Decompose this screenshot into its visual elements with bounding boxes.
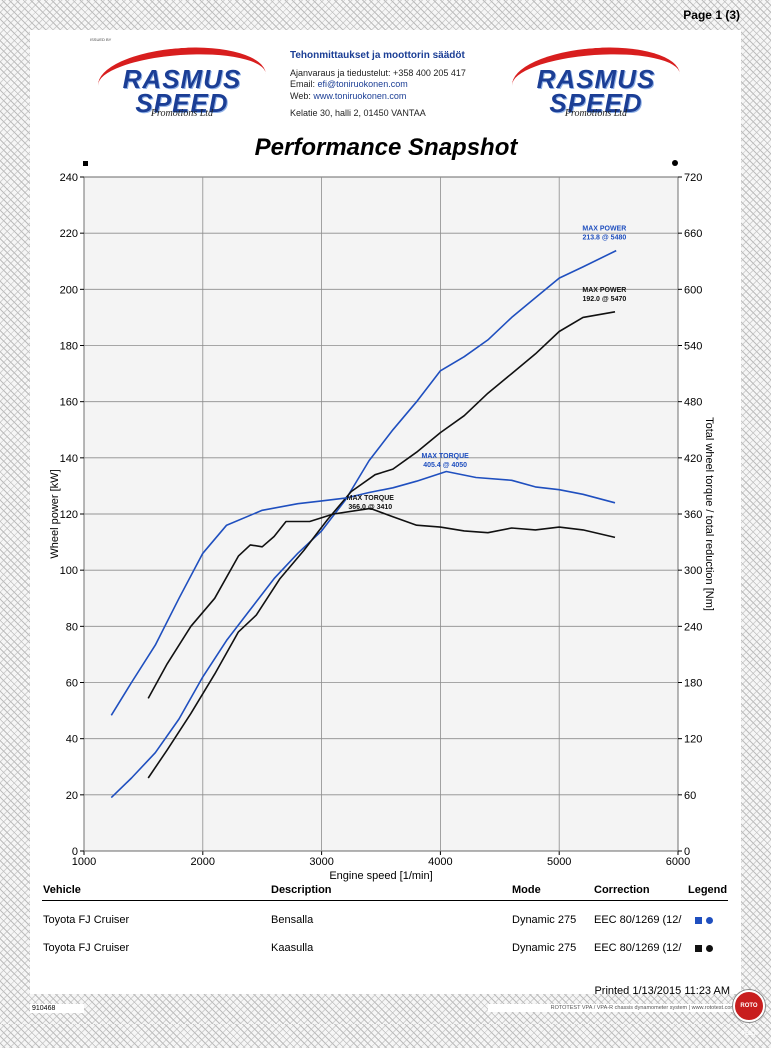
performance-chart: 1000 2000 3000 4000 5000 60000204060801001201… <box>49 160 715 882</box>
row2-legend-square-icon <box>695 945 702 952</box>
y2-axis-label: Total wheel torque / total reduction [Nm… <box>703 417 715 611</box>
contact-email-line: Email: efi@toniruokonen.com <box>290 79 500 91</box>
series-line-power-blue <box>110 249 617 799</box>
y-tick-label: 80 <box>66 621 78 633</box>
annotation-label: MAX TORQUE <box>421 453 469 460</box>
col-header-vehicle: Vehicle <box>43 884 81 896</box>
x-tick-label: 6000 <box>666 856 690 868</box>
series-line-power-black <box>147 311 616 779</box>
logo-word-1: RASMUS <box>122 64 242 94</box>
y-tick-label: 20 <box>66 790 78 802</box>
email-label: Email: <box>290 79 318 89</box>
y-tick-label: 220 <box>60 228 78 240</box>
contact-phone: Ajanvaraus ja tiedustelut: +358 400 205 … <box>290 67 466 78</box>
y2-tick-label: 660 <box>684 228 702 240</box>
logo-word-2: SPEED <box>135 88 229 118</box>
y2-tick-label: 420 <box>684 453 702 465</box>
series-lines <box>110 249 617 799</box>
row2-mode: Dynamic 275 <box>512 942 577 954</box>
web-link[interactable]: www.toniruokonen.com <box>313 90 407 101</box>
annotation-label: MAX POWER <box>582 287 626 294</box>
annotation-value: 192.0 @ 5470 <box>582 296 626 303</box>
x-tick-label: 5000 <box>547 856 571 868</box>
y-tick-label: 160 <box>60 397 78 409</box>
logo-word-3: Promotions Ltd <box>564 108 628 119</box>
y-tick-label: 240 <box>60 172 78 184</box>
report-id: 910468 <box>30 1004 84 1013</box>
rasmus-speed-logo-left: RASMUS SPEED Promotions Ltd <box>92 42 272 119</box>
annotations: MAX POWER 213.8 @ 5480 MAX POWER 192.0 @ 54… <box>347 225 627 511</box>
contact-web-line: Web: www.toniruokonen.com <box>290 91 500 103</box>
series-line-torque-blue <box>110 470 616 716</box>
y2-tick-label: 180 <box>684 678 702 690</box>
y-tick-label: 0 <box>72 846 78 858</box>
y2-tick-label: 720 <box>684 172 702 184</box>
right-axis-dot-marker <box>672 160 678 166</box>
logo-word-3: Promotions Ltd <box>150 108 214 119</box>
web-label: Web: <box>290 90 314 101</box>
dyno-system-credit: ROTOTEST VPA / VPA-R chassis dynamometer… <box>488 1004 737 1012</box>
y-tick-label: 60 <box>66 678 78 690</box>
row1-legend-circle-icon <box>706 917 713 924</box>
annotation-label: MAX TORQUE <box>347 495 395 502</box>
chart-title: Performance Snapshot <box>254 134 518 161</box>
y2-tick-label: 300 <box>684 565 702 577</box>
y-tick-label: 140 <box>60 453 78 465</box>
contact-block: Tehonmittaukset ja moottorin säädöt Ajan… <box>290 50 500 120</box>
left-axis-square-marker <box>83 161 88 166</box>
y2-tick-label: 60 <box>684 790 696 802</box>
y2-tick-label: 540 <box>684 341 702 353</box>
x-tick-label: 1000 <box>72 856 96 868</box>
row2-vehicle: Toyota FJ Cruiser <box>43 942 130 954</box>
annotation-value: 366.0 @ 3410 <box>348 504 392 511</box>
y-tick-label: 180 <box>60 341 78 353</box>
y2-tick-label: 240 <box>684 621 702 633</box>
y-tick-label: 200 <box>60 284 78 296</box>
row1-description: Bensalla <box>271 914 314 926</box>
col-header-description: Description <box>271 884 332 896</box>
email-link[interactable]: efi@toniruokonen.com <box>317 79 408 89</box>
grid <box>80 176 682 855</box>
x-tick-label: 3000 <box>309 856 333 868</box>
y-tick-label: 100 <box>60 565 78 577</box>
y2-tick-label: 360 <box>684 509 702 521</box>
table-divider <box>42 900 728 901</box>
rasmus-speed-logo-right: RASMUS SPEED Promotions Ltd <box>506 42 686 119</box>
y-tick-label: 40 <box>66 734 78 746</box>
x-tick-label: 2000 <box>191 856 215 868</box>
row1-mode: Dynamic 275 <box>512 914 577 926</box>
page-number: Page 1 (3) <box>683 8 740 22</box>
row2-correction: EEC 80/1269 (12/ <box>594 942 682 954</box>
rototest-badge-icon: ROTO TEST <box>733 990 765 1037</box>
col-header-mode: Mode <box>512 884 541 896</box>
row1-correction: EEC 80/1269 (12/ <box>594 914 682 926</box>
annotation-label: MAX POWER <box>582 225 626 232</box>
y2-tick-label: 480 <box>684 397 702 409</box>
contact-title: Tehonmittaukset ja moottorin säädöt <box>290 50 465 61</box>
x-axis-label: Engine speed [1/min] <box>329 870 432 882</box>
row1-vehicle: Toyota FJ Cruiser <box>43 914 130 926</box>
y-axis-label: Wheel power [kW] <box>49 469 61 558</box>
row2-legend-circle-icon <box>706 945 713 952</box>
printed-timestamp: Printed 1/13/2015 11:23 AM <box>594 985 730 997</box>
series-line-torque-black <box>147 507 616 699</box>
y2-tick-label: 0 <box>684 846 690 858</box>
annotation-value: 405.4 @ 4050 <box>423 462 467 469</box>
annotation-value: 213.8 @ 5480 <box>582 234 626 241</box>
y-tick-label: 120 <box>60 509 78 521</box>
row1-legend-square-icon <box>695 917 702 924</box>
col-header-correction: Correction <box>594 884 650 896</box>
tick-labels: 1000 2000 3000 4000 5000 60000204060801001201… <box>60 172 703 868</box>
row2-description: Kaasulla <box>271 942 314 954</box>
x-tick-label: 4000 <box>428 856 452 868</box>
y2-tick-label: 600 <box>684 284 702 296</box>
y2-tick-label: 120 <box>684 734 702 746</box>
logo-word-1: RASMUS <box>536 64 656 94</box>
issued-by-label: ISSUED BY <box>90 37 112 42</box>
logo-word-2: SPEED <box>549 88 643 118</box>
contact-address: Kelatie 30, halli 2, 01450 VANTAA <box>290 108 426 118</box>
col-header-legend: Legend <box>688 884 728 896</box>
